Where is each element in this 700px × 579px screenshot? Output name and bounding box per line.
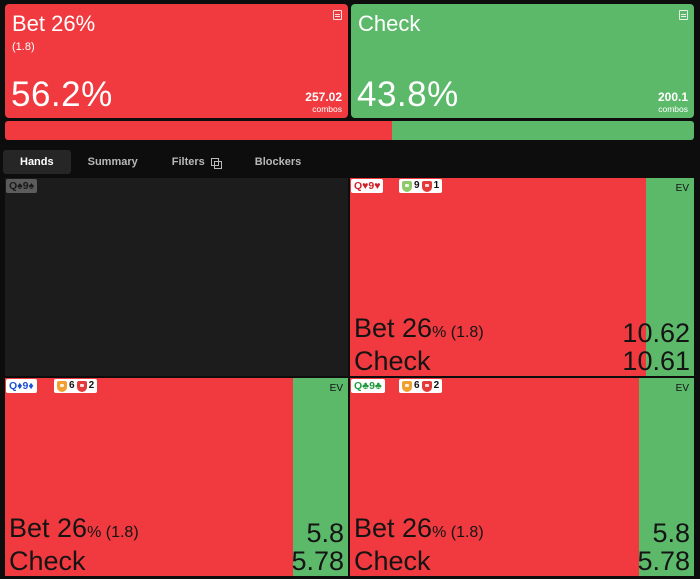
bet-strategy-fill <box>5 378 294 576</box>
bet-action-card[interactable]: Bet 26% (1.8) 56.2% 257.02 combos <box>5 4 348 118</box>
check-frequency: 43.8% <box>357 75 459 114</box>
bet-strategy-fill <box>350 178 646 376</box>
bet-line: Bet 26% (1.8) <box>354 513 484 543</box>
tab-blockers-label: Blockers <box>254 156 302 168</box>
check-ev: 5.78 <box>291 546 344 576</box>
shield-icon <box>421 380 432 392</box>
check-combos-label: combos <box>658 104 688 114</box>
ev-label: EV <box>675 183 689 194</box>
shield-icon <box>57 380 67 392</box>
check-action-card[interactable]: Check 43.8% 200.1 combos <box>351 4 694 118</box>
copy-icon <box>210 157 222 169</box>
hand-label: Q ♣ 9 ♣ <box>351 379 385 393</box>
bet-line: Bet 26% (1.8) <box>9 513 139 543</box>
hand-cell-qh9h[interactable]: Q ♥ 9 ♥ 9 1 EV Bet 26% (1.8) Check 10.62 10… <box>350 178 694 376</box>
check-strategy-fill <box>638 378 694 576</box>
check-strategy-fill <box>645 178 694 376</box>
tab-blockers[interactable]: Blockers <box>238 150 318 174</box>
bet-ev: 5.8 <box>652 518 690 548</box>
check-combos-value: 200.1 <box>657 90 688 104</box>
hand-badges: 6 2 <box>54 379 98 393</box>
bet-strategy-fill <box>350 378 639 576</box>
bet-combos-value: 257.02 <box>305 90 342 104</box>
frequency-bar <box>5 121 694 140</box>
tab-filters-label: Filters <box>171 156 205 168</box>
hand-cell-qd9d[interactable]: Q ♦ 9 ♦ 6 2 EV Bet 26% (1.8) Check 5.8 5.78 <box>5 378 348 576</box>
bet-frequency: 56.2% <box>11 75 113 114</box>
bet-ev: 5.8 <box>306 518 344 548</box>
shield-icon <box>402 180 412 192</box>
check-ev: 10.61 <box>622 346 690 376</box>
bet-card-menu-icon[interactable] <box>333 10 342 20</box>
check-strategy-fill <box>293 378 348 576</box>
hand-cell-qs9s[interactable]: Q ♠ 9 ♠ <box>5 178 348 376</box>
check-line: Check <box>354 346 431 376</box>
frequency-bar-check <box>392 121 694 140</box>
check-ev: 5.78 <box>637 546 690 576</box>
shield-icon <box>402 380 412 392</box>
shield-icon <box>421 180 432 192</box>
bet-combos-label: combos <box>312 104 342 114</box>
view-tabs: Hands Summary Filters Blockers <box>0 148 700 176</box>
hand-badges: 9 1 <box>399 179 443 193</box>
hand-cell-qc9c[interactable]: Q ♣ 9 ♣ 6 2 EV Bet 26% (1.8) Check 5.8 5.78 <box>350 378 694 576</box>
frequency-bar-bet <box>5 121 393 140</box>
bet-ev: 10.62 <box>622 318 690 348</box>
hand-badges: 6 2 <box>399 379 443 393</box>
hand-label: Q ♦ 9 ♦ <box>6 379 37 393</box>
ev-label: EV <box>675 383 689 394</box>
shield-icon <box>76 380 87 392</box>
ev-label: EV <box>329 383 343 394</box>
tab-summary-label: Summary <box>87 156 138 168</box>
tab-summary[interactable]: Summary <box>71 150 155 174</box>
check-line: Check <box>354 546 431 576</box>
bet-line: Bet 26% (1.8) <box>354 313 484 343</box>
tab-filters[interactable]: Filters <box>155 150 238 174</box>
hands-grid: Q ♠ 9 ♠ Q ♥ 9 ♥ 9 1 EV Bet 26% (1.8) Check 10.… <box>5 178 694 576</box>
check-line: Check <box>9 546 86 576</box>
bet-size: (1.8) <box>12 41 35 53</box>
bet-action-name: Bet 26% <box>12 11 96 36</box>
check-action-name: Check <box>358 11 421 36</box>
check-card-menu-icon[interactable] <box>679 10 688 20</box>
tab-hands[interactable]: Hands <box>3 150 71 174</box>
tab-hands-label: Hands <box>20 156 54 168</box>
hand-label: Q ♥ 9 ♥ <box>351 179 384 193</box>
hand-label: Q ♠ 9 ♠ <box>6 179 38 193</box>
